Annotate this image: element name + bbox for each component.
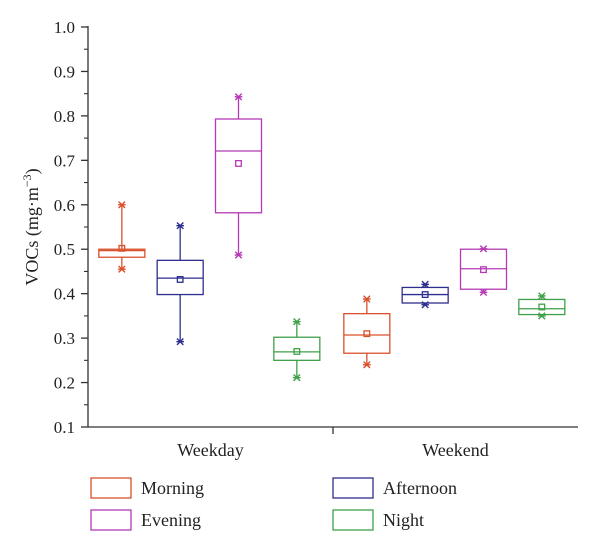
- y-tick-label: 0.7: [54, 151, 76, 170]
- iqr-box: [214, 118, 263, 214]
- mean-marker: [421, 291, 429, 299]
- legend-item-night: Night: [332, 509, 424, 531]
- legend-swatch: [332, 509, 374, 531]
- box-plot-boxes: [98, 93, 566, 382]
- box-evening-weekday: [214, 93, 263, 259]
- legend-item-evening: Evening: [90, 509, 201, 531]
- y-tick-label: 0.4: [54, 285, 76, 304]
- box-afternoon-weekday: [156, 221, 204, 346]
- box-afternoon-weekend: [401, 280, 449, 309]
- mean-marker: [538, 303, 546, 311]
- x-category-label: Weekend: [422, 440, 489, 460]
- y-tick-label: 0.5: [54, 240, 75, 259]
- y-tick-label: 0.9: [54, 62, 75, 81]
- box-morning-weekday: [98, 201, 146, 273]
- y-axis-ticks: [81, 26, 88, 428]
- box-night-weekday: [273, 317, 321, 382]
- y-axis-title-exponent: −3: [20, 174, 34, 187]
- legend-item-afternoon: Afternoon: [332, 477, 457, 499]
- iqr-box: [518, 298, 566, 316]
- box-evening-weekend: [459, 245, 508, 297]
- legend-label: Evening: [141, 510, 201, 530]
- iqr-box: [98, 248, 146, 258]
- legend-item-morning: Morning: [90, 477, 204, 499]
- iqr-box: [401, 286, 449, 304]
- box-night-weekend: [518, 292, 566, 320]
- y-tick-label: 0.1: [54, 418, 75, 437]
- mean-marker: [118, 244, 126, 252]
- y-tick-label: 0.8: [54, 107, 75, 126]
- mean-marker: [293, 347, 301, 355]
- legend-swatch: [332, 477, 374, 499]
- iqr-box: [343, 313, 391, 354]
- legend-swatch: [90, 509, 132, 531]
- x-axis-category-labels: Weekday Weekend: [177, 440, 489, 460]
- mean-marker: [235, 159, 242, 167]
- legend-label: Morning: [141, 478, 204, 498]
- y-tick-label: 1.0: [54, 18, 75, 37]
- y-tick-label: 0.3: [54, 329, 75, 348]
- y-axis-tick-labels: 0.1 0.2 0.3 0.4 0.5 0.6 0.7 0.8 0.9 1.0: [54, 18, 76, 437]
- iqr-box: [156, 259, 204, 296]
- legend-swatch: [90, 477, 132, 499]
- legend-label: Night: [383, 510, 424, 530]
- mean-marker: [176, 275, 184, 283]
- box-morning-weekend: [343, 295, 391, 369]
- y-tick-label: 0.2: [54, 374, 75, 393]
- y-axis-title: VOCs (mg·m−3): [20, 168, 43, 285]
- y-tick-label: 0.6: [54, 196, 75, 215]
- legend-label: Afternoon: [383, 478, 457, 498]
- iqr-box: [273, 336, 321, 361]
- mean-marker: [480, 266, 487, 274]
- y-axis-title-main: VOCs (mg·m: [22, 187, 43, 286]
- x-category-label: Weekday: [177, 440, 244, 460]
- y-axis-title-close: ): [22, 168, 43, 174]
- legend: Morning Afternoon Evening Night: [90, 477, 457, 531]
- mean-marker: [363, 330, 371, 338]
